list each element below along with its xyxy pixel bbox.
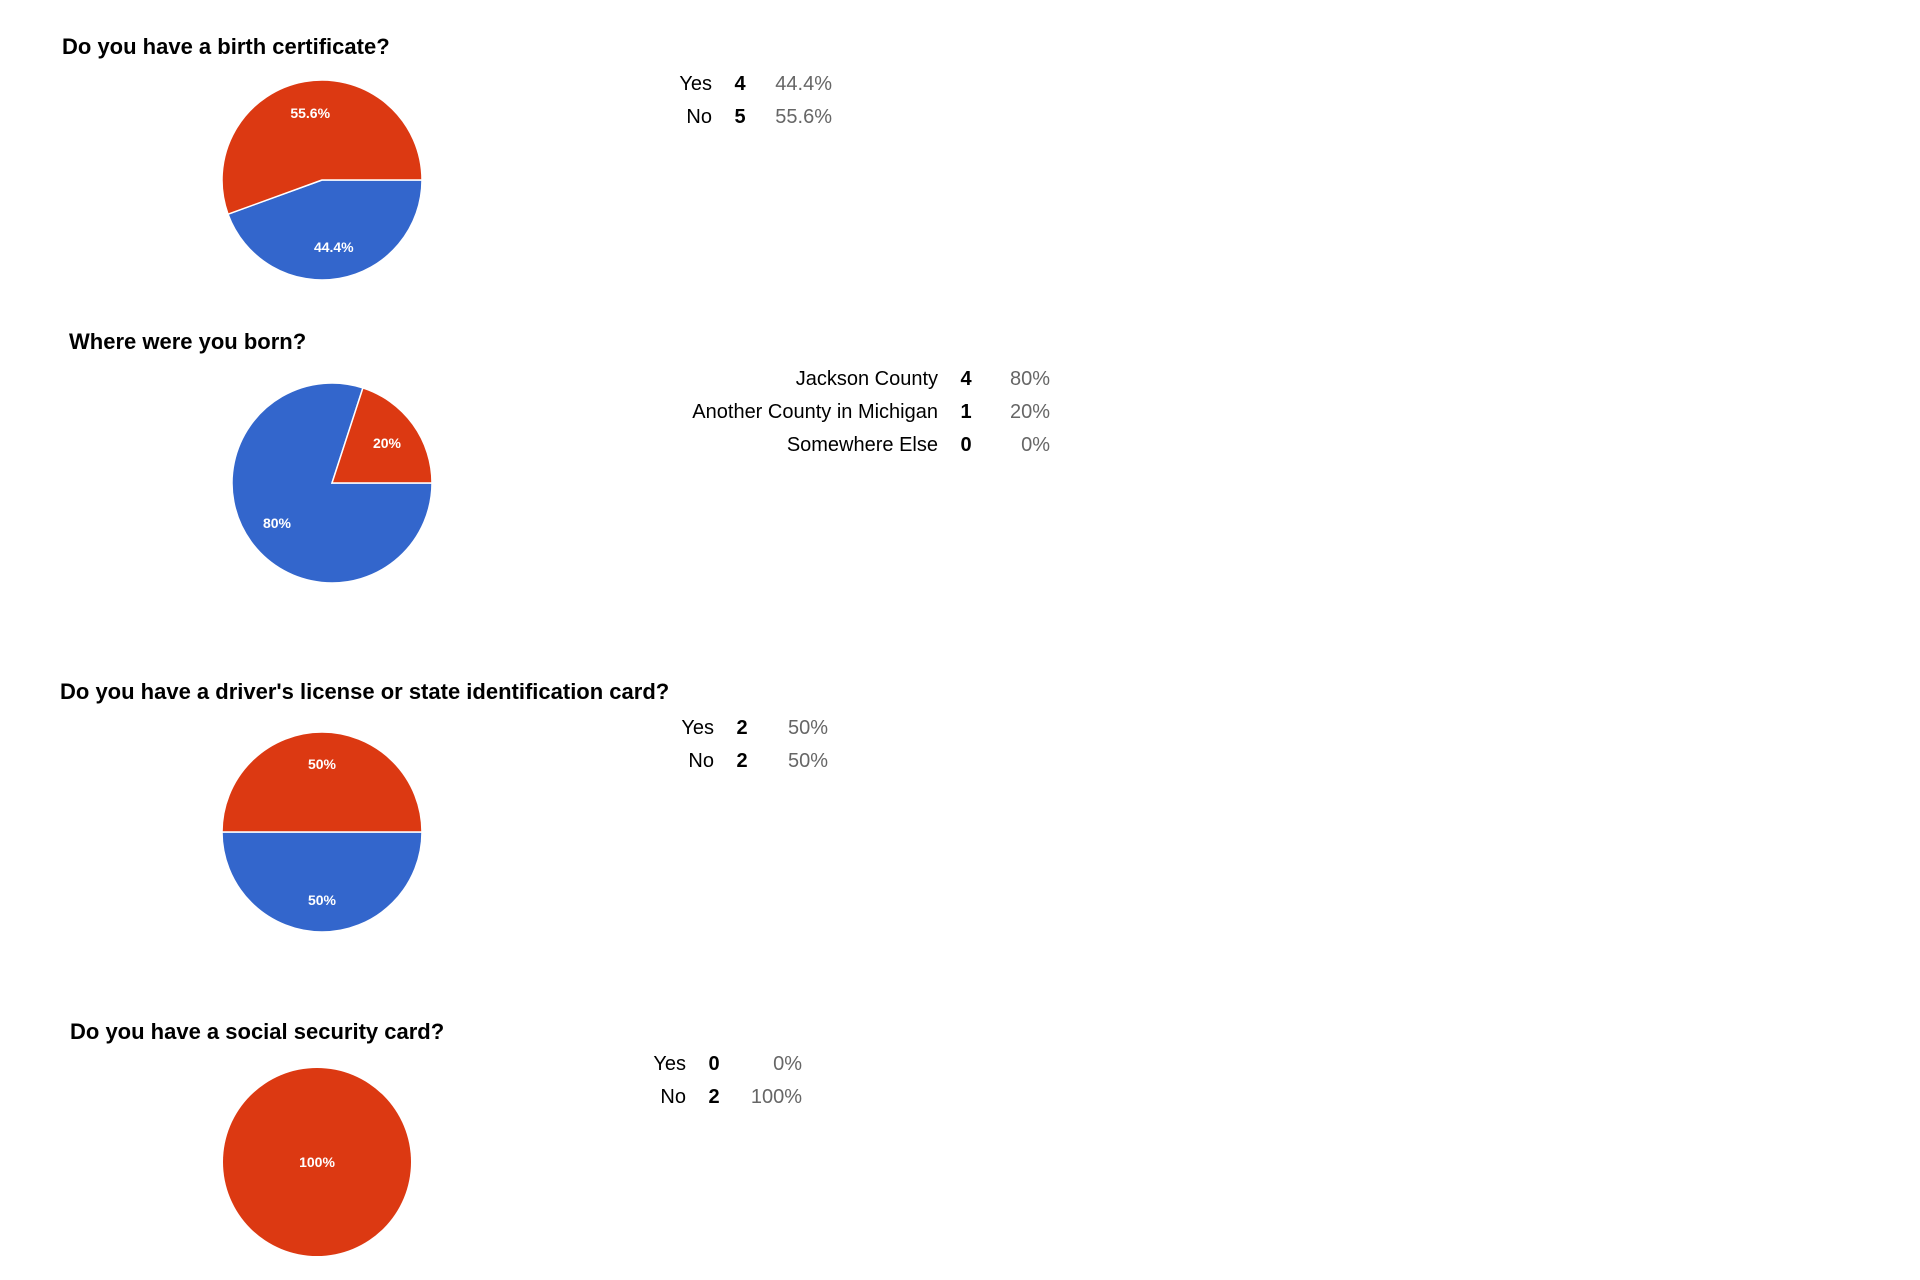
option-count: 4 [960, 368, 972, 390]
table-row: No 2 50% [672, 745, 828, 778]
pie-slice-no [223, 1068, 411, 1256]
option-percent: 80% [1009, 368, 1050, 390]
option-label: Jackson County [795, 368, 938, 390]
option-count: 5 [734, 106, 746, 128]
pie-slice-another-county-in-michigan [330, 386, 433, 484]
question-3-title: Do you have a driver's license or state … [60, 679, 670, 704]
pie-chart-birthplace: 80% 20% [231, 382, 433, 584]
option-label: No [688, 750, 714, 772]
option-count: 2 [736, 750, 748, 772]
question-2-title: Where were you born? [69, 329, 307, 354]
pie-slice-no [221, 79, 423, 216]
table-row: Jackson County 4 80% [690, 363, 1050, 396]
option-count: 2 [736, 717, 748, 739]
option-percent: 0% [773, 1053, 802, 1075]
option-label: Yes [679, 73, 712, 95]
summary-table-birthplace: Jackson County 4 80% Another County in M… [690, 363, 1050, 462]
question-4-title: Do you have a social security card? [70, 1019, 445, 1044]
option-percent: 0% [1021, 434, 1050, 456]
pie-slice-no [221, 731, 423, 833]
option-percent: 20% [1009, 401, 1050, 423]
pie-slice-label: 50% [308, 892, 337, 908]
summary-table-drivers-license: Yes 2 50% No 2 50% [672, 712, 828, 778]
table-row: Another County in Michigan 1 20% [690, 396, 1050, 429]
pie-chart-social-security: 100% [223, 1068, 411, 1256]
pie-slice-yes [221, 831, 423, 933]
option-label: No [660, 1086, 686, 1108]
pie-slice-label: 20% [373, 435, 402, 451]
option-count: 0 [960, 434, 972, 456]
option-count: 0 [708, 1053, 720, 1075]
option-percent: 100% [750, 1086, 802, 1108]
pie-chart-birth-certificate: 44.4% 55.6% [221, 79, 423, 281]
table-row: No 5 55.6% [672, 101, 832, 134]
option-percent: 55.6% [775, 106, 832, 128]
pie-slice-label: 44.4% [314, 239, 354, 255]
option-percent: 50% [787, 750, 828, 772]
option-label: Yes [653, 1053, 686, 1075]
summary-table-social-security: Yes 0 0% No 2 100% [644, 1048, 802, 1114]
table-row: No 2 100% [644, 1081, 802, 1114]
option-label: Yes [681, 717, 714, 739]
table-row: Yes 0 0% [644, 1048, 802, 1081]
table-row: Somewhere Else 0 0% [690, 429, 1050, 462]
pie-slice-label: 100% [299, 1154, 335, 1170]
option-percent: 44.4% [775, 73, 832, 95]
pie-slice-label: 50% [308, 756, 337, 772]
table-row: Yes 4 44.4% [672, 68, 832, 101]
pie-slice-label: 55.6% [290, 105, 330, 121]
summary-table-birth-certificate: Yes 4 44.4% No 5 55.6% [672, 68, 832, 134]
pie-chart-drivers-license: 50% 50% [221, 731, 423, 933]
pie-slice-label: 80% [263, 515, 292, 531]
option-label: Somewhere Else [786, 434, 938, 456]
pie-slice-yes [227, 179, 423, 281]
option-label: No [686, 106, 712, 128]
option-count: 1 [960, 401, 972, 423]
option-count: 4 [734, 73, 746, 95]
option-count: 2 [708, 1086, 720, 1108]
table-row: Yes 2 50% [672, 712, 828, 745]
option-percent: 50% [787, 717, 828, 739]
question-1-title: Do you have a birth certificate? [62, 34, 390, 59]
option-label: Another County in Michigan [692, 401, 938, 423]
